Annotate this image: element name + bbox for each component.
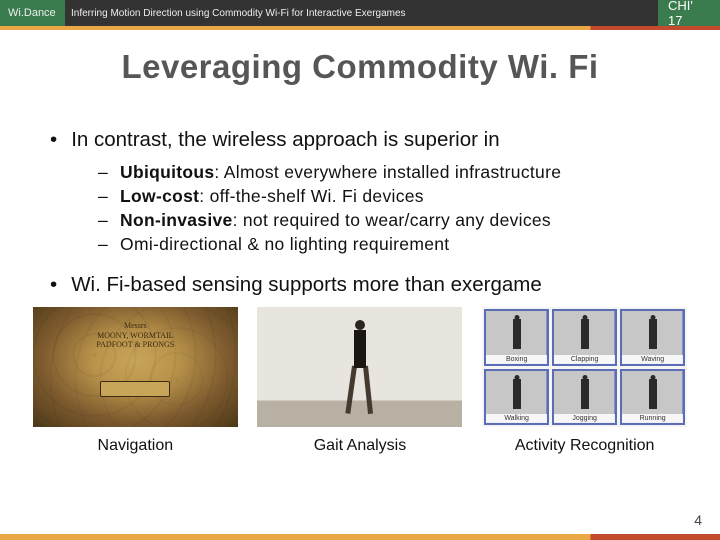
activity-label: Waving <box>622 355 683 364</box>
activity-grid: Boxing Clapping Waving Walking Jogging R… <box>482 307 687 427</box>
activity-cell: Running <box>620 369 685 426</box>
bullet-dot: • <box>50 128 57 152</box>
sub-bullet: – Omi-directional & no lighting requirem… <box>98 234 680 255</box>
images-row: Messrs MOONY, WORMTAIL PADFOOT & PRONGS … <box>0 307 720 455</box>
image-column-3: Boxing Clapping Waving Walking Jogging R… <box>482 307 687 455</box>
brand-label: Wi.Dance <box>0 0 65 26</box>
dash-icon: – <box>98 210 108 231</box>
activity-cell: Waving <box>620 309 685 366</box>
map-graphic: Messrs MOONY, WORMTAIL PADFOOT & PRONGS <box>33 307 238 427</box>
map-line: Messrs <box>33 321 238 331</box>
activity-cell: Walking <box>484 369 549 426</box>
header-subtitle: Inferring Motion Direction using Commodi… <box>65 0 658 26</box>
sub-bullet-list: – Ubiquitous: Almost everywhere installe… <box>98 162 680 255</box>
activity-label: Running <box>622 414 683 423</box>
map-line: MOONY, WORMTAIL <box>33 331 238 341</box>
sub-rest: : not required to wear/carry any devices <box>233 210 551 230</box>
caption-2: Gait Analysis <box>314 437 406 455</box>
accent-bar-bottom <box>0 534 720 540</box>
dash-icon: – <box>98 162 108 183</box>
sub-rest: : off-the-shelf Wi. Fi devices <box>199 186 424 206</box>
main-bullet-2-text: Wi. Fi-based sensing supports more than … <box>71 273 542 297</box>
bullet-dot: • <box>50 273 57 297</box>
activity-cell: Jogging <box>552 369 617 426</box>
main-bullet-1-text: In contrast, the wireless approach is su… <box>71 128 499 152</box>
map-banner <box>100 381 170 397</box>
activity-cell: Clapping <box>552 309 617 366</box>
main-bullet-1: • In contrast, the wireless approach is … <box>50 128 680 152</box>
image-column-2: Gait Analysis <box>257 307 462 455</box>
content-area: • In contrast, the wireless approach is … <box>0 128 720 297</box>
accent-bar-top <box>0 26 720 30</box>
caption-3: Activity Recognition <box>515 437 655 455</box>
sub-rest: Omi-directional & no lighting requiremen… <box>120 234 449 254</box>
dash-icon: – <box>98 234 108 255</box>
activity-label: Walking <box>486 414 547 423</box>
sub-bullet: – Ubiquitous: Almost everywhere installe… <box>98 162 680 183</box>
legs <box>350 366 370 414</box>
map-line: PADFOOT & PRONGS <box>33 340 238 350</box>
gait-graphic <box>257 307 462 427</box>
gait-image <box>257 307 462 427</box>
activity-cell: Boxing <box>484 309 549 366</box>
page-number: 4 <box>694 512 702 528</box>
navigation-image: Messrs MOONY, WORMTAIL PADFOOT & PRONGS <box>33 307 238 427</box>
activity-label: Clapping <box>554 355 615 364</box>
sub-rest: : Almost everywhere installed infrastruc… <box>214 162 561 182</box>
dash-icon: – <box>98 186 108 207</box>
activity-label: Boxing <box>486 355 547 364</box>
activity-label: Jogging <box>554 414 615 423</box>
person-silhouette <box>347 320 373 415</box>
activity-image: Boxing Clapping Waving Walking Jogging R… <box>482 307 687 427</box>
sub-bold: Non-invasive <box>120 210 233 230</box>
sub-bold: Ubiquitous <box>120 162 214 182</box>
image-column-1: Messrs MOONY, WORMTAIL PADFOOT & PRONGS … <box>33 307 238 455</box>
map-text: Messrs MOONY, WORMTAIL PADFOOT & PRONGS <box>33 321 238 350</box>
sub-bullet: – Non-invasive: not required to wear/car… <box>98 210 680 231</box>
main-bullet-2: • Wi. Fi-based sensing supports more tha… <box>50 273 680 297</box>
caption-1: Navigation <box>98 437 174 455</box>
venue-label: CHI' 17 <box>658 0 720 26</box>
sub-bullet: – Low-cost: off-the-shelf Wi. Fi devices <box>98 186 680 207</box>
header-bar: Wi.Dance Inferring Motion Direction usin… <box>0 0 720 26</box>
sub-bold: Low-cost <box>120 186 199 206</box>
slide-title: Leveraging Commodity Wi. Fi <box>0 48 720 86</box>
